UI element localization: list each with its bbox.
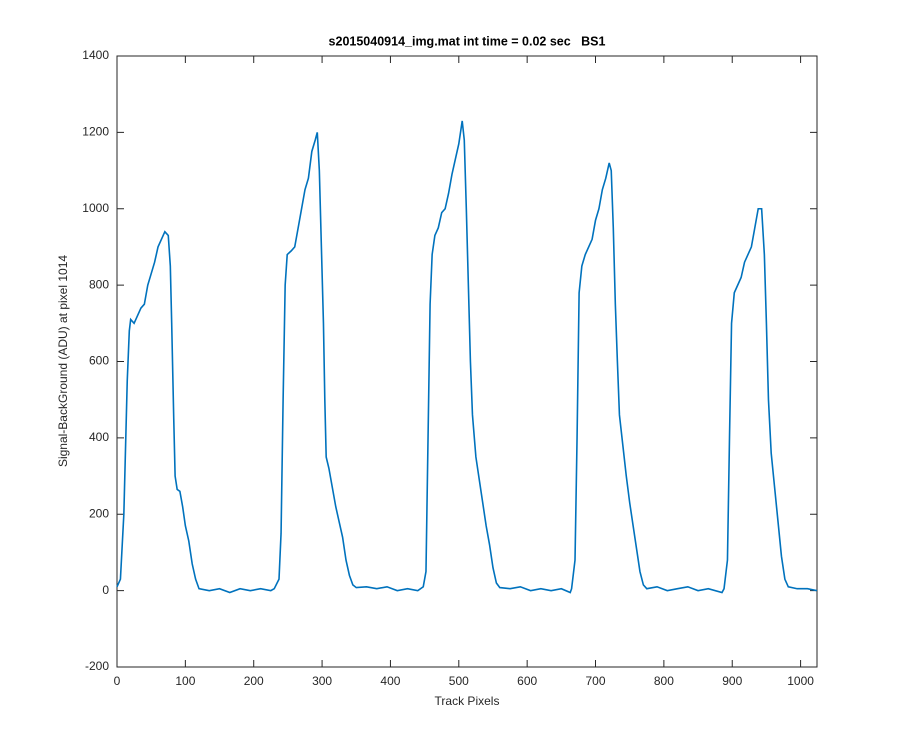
y-axis-label: Signal-BackGround (ADU) at pixel 1014 bbox=[56, 255, 70, 467]
y-tick-label: 1200 bbox=[82, 125, 109, 139]
y-tick-label: 400 bbox=[89, 430, 109, 444]
y-tick-label: 600 bbox=[89, 354, 109, 368]
x-tick-label: 200 bbox=[244, 674, 264, 688]
x-tick-label: 0 bbox=[114, 674, 121, 688]
x-axis-label: Track Pixels bbox=[435, 694, 500, 708]
x-tick-label: 500 bbox=[449, 674, 469, 688]
x-tick-label: 400 bbox=[380, 674, 400, 688]
y-tick-label: 1400 bbox=[82, 48, 109, 62]
x-tick-label: 1000 bbox=[787, 674, 814, 688]
x-tick-label: 300 bbox=[312, 674, 332, 688]
x-tick-label: 100 bbox=[175, 674, 195, 688]
y-tick-label: 0 bbox=[102, 583, 109, 597]
y-tick-label: 1000 bbox=[82, 201, 109, 215]
x-tick-label: 700 bbox=[586, 674, 606, 688]
x-tick-label: 900 bbox=[722, 674, 742, 688]
y-tick-label: -200 bbox=[85, 659, 109, 673]
y-tick-label: 200 bbox=[89, 506, 109, 520]
data-line bbox=[116, 120, 818, 594]
y-tick-label: 800 bbox=[89, 277, 109, 291]
x-tick-label: 800 bbox=[654, 674, 674, 688]
x-tick-label: 600 bbox=[517, 674, 537, 688]
chart-title: s2015040914_img.mat int time = 0.02 sec … bbox=[329, 34, 606, 48]
